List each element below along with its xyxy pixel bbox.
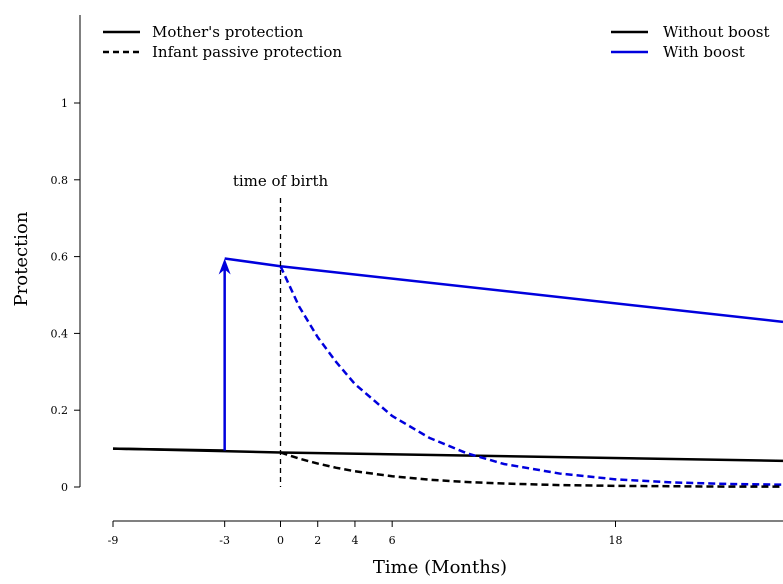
axes [79,15,783,522]
y-tick-label: 0.6 [51,251,69,264]
annotation-layer: time of birth [218,172,329,487]
x-tick-label: 6 [389,534,396,547]
x-axis-title: Time (Months) [373,557,507,578]
legend-black-label: Without boost [663,23,770,41]
x-tick-label: 4 [351,534,358,547]
series-infant-no-boost [280,451,783,488]
legend-blue-label: With boost [663,43,745,61]
x-tick-label: 2 [314,534,321,547]
legend-color: Without boost With boost [611,23,770,61]
x-tick-label: 0 [277,534,284,547]
birth-label: time of birth [233,172,329,190]
y-tick-label: 0.2 [51,404,69,417]
series-mother-boost [224,257,783,324]
series-infant-boost [279,265,783,486]
series-mother-boost-pre [112,447,225,452]
legend-solid-label: Mother's protection [152,23,304,41]
legend-dashed-label: Infant passive protection [152,43,342,61]
ticks: 0 0.2 0.4 0.6 0.8 1 -9 -3 0 2 4 6 18 [51,97,623,547]
series-layer [112,257,783,488]
x-tick-label: 18 [609,534,623,547]
y-tick-label: 0.4 [51,327,69,340]
y-tick-label: 1 [61,97,68,110]
y-tick-label: 0.8 [51,174,69,187]
legend-line-style: Mother's protection Infant passive prote… [103,23,342,61]
boost-arrow-head [218,258,231,275]
y-axis-title: Protection [11,211,32,306]
x-tick-label: -3 [219,534,230,547]
y-tick-label: 0 [61,481,68,494]
x-tick-label: -9 [108,534,119,547]
